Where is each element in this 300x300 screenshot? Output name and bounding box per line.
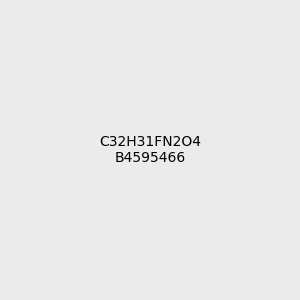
Text: C32H31FN2O4
B4595466: C32H31FN2O4 B4595466 — [99, 135, 201, 165]
